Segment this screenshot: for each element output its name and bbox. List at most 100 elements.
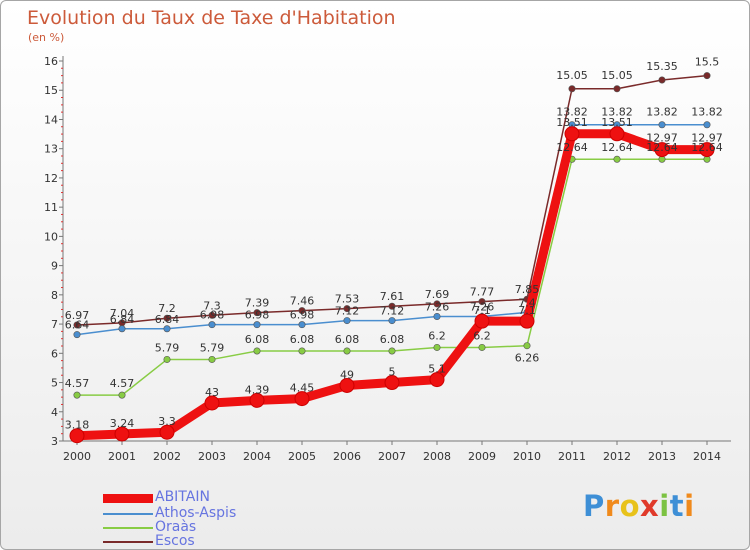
x-tick-label: 2012 [603, 450, 631, 463]
y-tick-label: 4 [51, 406, 58, 419]
data-point [298, 347, 306, 355]
logo-letter: P [583, 489, 605, 523]
data-label: 4.57 [110, 377, 135, 390]
data-point [703, 72, 711, 80]
data-point [163, 355, 171, 363]
data-point [429, 372, 445, 388]
x-tick-label: 2011 [558, 450, 586, 463]
data-point [208, 355, 216, 363]
data-label: 7.39 [245, 297, 270, 310]
data-point [118, 391, 126, 399]
data-label: 5 [389, 366, 396, 379]
y-tick-label: 12 [44, 172, 58, 185]
data-label: 6.98 [290, 309, 315, 322]
data-label: 3.18 [65, 419, 90, 432]
data-point [204, 395, 220, 411]
logo-letter: i [684, 489, 695, 523]
logo-letter: i [659, 489, 670, 523]
y-tick-label: 13 [44, 143, 58, 156]
data-label: 7.2 [158, 302, 176, 315]
data-label: 43 [205, 386, 219, 399]
data-point [703, 121, 711, 129]
y-tick-label: 9 [51, 260, 58, 273]
data-point [613, 155, 621, 163]
data-label: 13.82 [556, 106, 588, 119]
legend-swatch-oraas [103, 527, 153, 529]
data-point [388, 317, 396, 325]
data-label: 7.77 [470, 286, 495, 299]
data-point [159, 424, 175, 440]
data-label: 6.97 [65, 309, 90, 322]
legend-label-oraas: Oraàs [155, 519, 197, 535]
data-point [163, 325, 171, 333]
chart-title: Evolution du Taux de Taxe d'Habitation [27, 7, 396, 29]
data-point [564, 126, 580, 142]
data-label: 5.1 [428, 363, 446, 376]
x-tick-label: 2006 [333, 450, 361, 463]
data-label: 13.82 [691, 106, 723, 119]
data-point [654, 142, 670, 158]
y-tick-label: 14 [44, 113, 58, 126]
data-label: 7.1 [518, 304, 536, 317]
x-tick-label: 2014 [693, 450, 721, 463]
data-label: 12.64 [691, 141, 723, 154]
x-tick-label: 2004 [243, 450, 271, 463]
x-tick-label: 2013 [648, 450, 676, 463]
data-point [699, 142, 715, 158]
data-label: 6.84 [155, 313, 180, 326]
data-label: 6.08 [380, 333, 405, 346]
data-point [433, 312, 441, 320]
data-label: 7.69 [425, 288, 450, 301]
x-tick-label: 2002 [153, 450, 181, 463]
y-tick-label: 15 [44, 84, 58, 97]
legend-swatch-abitain [103, 494, 153, 503]
data-label: 4.45 [290, 382, 315, 395]
data-label: 13.51 [556, 116, 588, 129]
data-point [208, 311, 216, 319]
data-label: 6.98 [245, 309, 270, 322]
data-point [294, 391, 310, 407]
data-label: 3.3 [158, 415, 176, 428]
logo-letter: x [640, 489, 660, 523]
data-label: 6.08 [290, 333, 315, 346]
data-label: 15.5 [695, 56, 720, 69]
data-label: 3.24 [110, 417, 135, 430]
x-tick-label: 2000 [63, 450, 91, 463]
data-label: 15.35 [646, 60, 678, 73]
data-label: 15.05 [601, 69, 633, 82]
data-label: 13.51 [601, 116, 633, 129]
logo-letter: r [604, 489, 620, 523]
data-point [658, 121, 666, 129]
y-tick-label: 8 [51, 289, 58, 302]
x-tick-label: 2005 [288, 450, 316, 463]
data-point [433, 300, 441, 308]
data-label: 13.82 [601, 106, 633, 119]
logo-letter: o [619, 489, 641, 523]
data-point [658, 76, 666, 84]
data-label: 7.12 [335, 305, 360, 318]
legend-swatch-athos-aspis [103, 513, 153, 515]
data-point [388, 302, 396, 310]
data-point [388, 347, 396, 355]
data-label: 4.39 [245, 383, 270, 396]
data-label: 7.85 [515, 283, 540, 296]
data-label: 12.97 [691, 132, 723, 145]
data-label: 6.84 [110, 313, 135, 326]
data-point [253, 347, 261, 355]
data-label: 7.61 [380, 290, 405, 303]
data-point [208, 321, 216, 329]
data-point [298, 321, 306, 329]
data-point [609, 126, 625, 142]
y-tick-label: 5 [51, 377, 58, 390]
data-point [118, 325, 126, 333]
data-label: 6.98 [200, 309, 225, 322]
data-point [114, 426, 130, 442]
data-label: 4.57 [65, 377, 90, 390]
data-label: 7.12 [380, 305, 405, 318]
data-label: 6.64 [65, 319, 90, 332]
data-label: 6.08 [335, 333, 360, 346]
data-point [519, 313, 535, 329]
y-tick-label: 10 [44, 230, 58, 243]
data-point [73, 391, 81, 399]
